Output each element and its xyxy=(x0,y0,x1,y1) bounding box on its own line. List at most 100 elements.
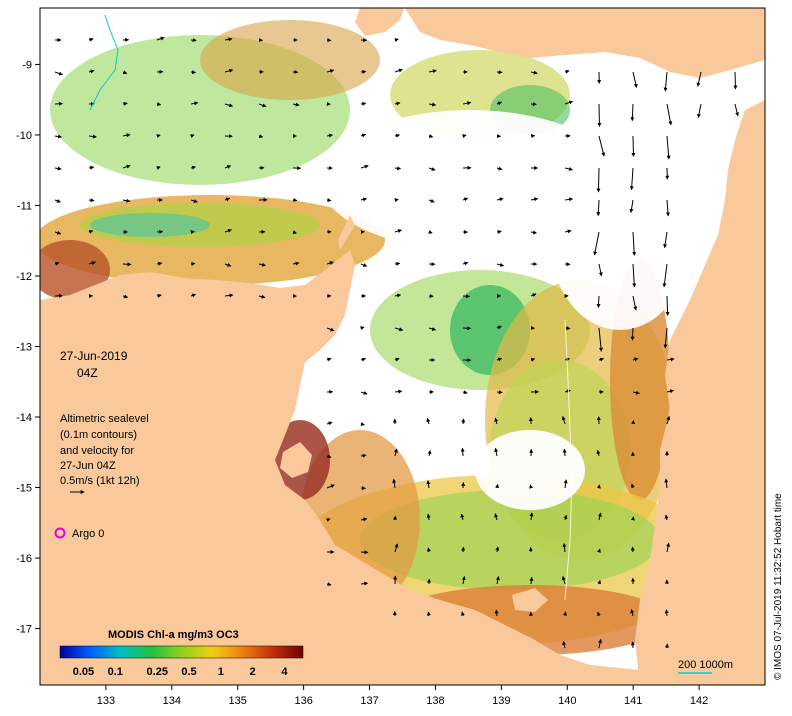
velocity-arrow xyxy=(394,229,402,233)
velocity-arrow xyxy=(426,417,431,425)
velocity-arrow xyxy=(360,581,369,586)
lon-tick-label: 139 xyxy=(492,695,510,707)
velocity-arrow xyxy=(224,293,234,298)
lat-tick-label: -15 xyxy=(16,483,32,495)
velocity-arrow xyxy=(394,38,399,42)
cloud-gap-1 xyxy=(475,430,585,510)
velocity-arrow xyxy=(663,71,668,92)
chl-patch-arnhem-cyan xyxy=(90,213,210,237)
velocity-arrow xyxy=(224,228,232,233)
velocity-arrow xyxy=(326,69,335,73)
velocity-arrow xyxy=(224,68,234,73)
velocity-arrow xyxy=(88,198,95,203)
velocity-arrow xyxy=(666,135,671,160)
velocity-arrow xyxy=(122,70,128,75)
velocity-arrow xyxy=(190,134,195,138)
land-island-top xyxy=(355,8,404,36)
lat-tick-label: -14 xyxy=(16,412,32,424)
velocity-arrow xyxy=(326,357,332,362)
velocity-arrow xyxy=(530,230,538,235)
contour-line xyxy=(564,319,573,601)
velocity-arrow xyxy=(224,197,231,202)
velocity-arrow xyxy=(562,542,567,553)
latitude-ticks: -9 -10 -11 -12 -13 -14 -15 -16 -17 xyxy=(16,59,40,636)
velocity-arrow xyxy=(156,36,165,41)
velocity-arrow xyxy=(394,293,402,298)
velocity-arrow xyxy=(224,263,232,267)
velocity-arrow xyxy=(462,390,468,395)
velocity-arrow xyxy=(663,231,668,249)
velocity-arrow xyxy=(462,197,469,202)
velocity-arrow xyxy=(629,167,634,191)
velocity-arrow xyxy=(596,611,601,617)
velocity-arrow xyxy=(426,611,431,617)
velocity-arrow xyxy=(394,68,403,73)
velocity-arrow xyxy=(598,263,603,277)
velocity-arrow xyxy=(394,101,401,106)
velocity-arrow xyxy=(530,197,539,202)
velocity-arrow xyxy=(326,133,334,138)
velocity-arrow xyxy=(427,449,432,457)
legend-line-5: 0.5m/s (1kt 12h) xyxy=(60,475,139,487)
velocity-arrow xyxy=(596,167,601,193)
velocity-arrow xyxy=(632,231,637,256)
velocity-arrow xyxy=(461,418,466,425)
velocity-arrow xyxy=(88,37,94,42)
velocity-arrow xyxy=(360,263,368,267)
lon-tick-label: 140 xyxy=(558,695,576,707)
velocity-arrow xyxy=(156,102,162,107)
colorbar-title: MODIS Chl-a mg/m3 OC3 xyxy=(108,629,239,641)
land-mornington-island xyxy=(512,588,548,612)
velocity-arrow xyxy=(190,70,197,75)
velocity-arrow xyxy=(428,230,433,234)
velocity-arrow xyxy=(54,199,61,203)
velocity-arrow xyxy=(428,167,436,171)
velocity-arrow xyxy=(563,514,568,521)
velocity-arrow xyxy=(460,447,465,457)
velocity-arrow xyxy=(494,609,499,617)
velocity-arrow xyxy=(54,166,62,171)
velocity-arrow xyxy=(632,295,638,311)
velocity-arrow xyxy=(326,261,334,265)
land-wessel-islands xyxy=(338,215,355,250)
velocity-arrow xyxy=(495,546,500,553)
velocity-arrow xyxy=(596,199,601,217)
velocity-arrow xyxy=(495,576,500,585)
velocity-arrow xyxy=(258,103,267,108)
land-northern-territory xyxy=(40,250,640,685)
velocity-arrow xyxy=(561,575,566,585)
velocity-arrow xyxy=(426,513,431,521)
velocity-arrow xyxy=(88,165,95,170)
velocity-arrow xyxy=(562,448,567,457)
velocity-arrow xyxy=(461,575,466,585)
velocity-arrow xyxy=(496,262,505,267)
scalebar-label: 200 1000m xyxy=(678,659,733,671)
velocity-arrow xyxy=(88,261,96,265)
velocity-arrow xyxy=(696,103,702,119)
velocity-arrow xyxy=(54,230,62,235)
chl-patch-south-green xyxy=(360,490,660,590)
velocity-arrow xyxy=(54,134,63,139)
velocity-arrow xyxy=(630,609,635,617)
velocity-arrow xyxy=(224,103,234,108)
velocity-arrow xyxy=(122,164,131,169)
credit-text: © IMOS 07-Jul-2019 11:32:52 Hobart time xyxy=(773,493,784,680)
lon-tick-label: 138 xyxy=(426,695,444,707)
velocity-arrow xyxy=(529,484,534,489)
velocity-arrow xyxy=(631,419,636,425)
velocity-arrow xyxy=(156,261,163,266)
velocity-arrow xyxy=(664,514,669,521)
velocity-arrow xyxy=(392,478,397,489)
velocity-arrow xyxy=(156,293,162,298)
lon-tick-label: 134 xyxy=(163,695,181,707)
cloud-gap-4 xyxy=(410,395,470,445)
colorbar-label: 0.5 xyxy=(181,666,196,678)
velocity-arrow xyxy=(562,640,567,649)
velocity-arrow xyxy=(462,134,467,139)
colorbar-label: 2 xyxy=(250,666,256,678)
velocity-arrow xyxy=(393,448,398,457)
velocity-arrow xyxy=(696,71,702,87)
velocity-arrow xyxy=(630,103,635,122)
velocity-arrow xyxy=(326,454,332,459)
velocity-arrow xyxy=(326,38,332,43)
